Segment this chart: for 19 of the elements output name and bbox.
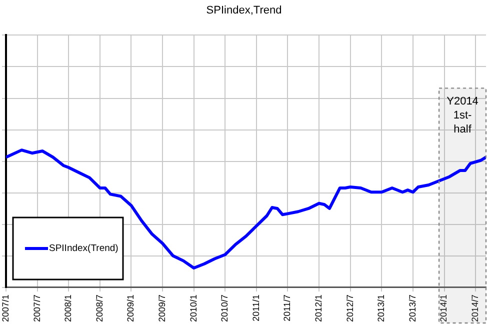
legend-label: SPIIndex(Trend) (49, 243, 118, 254)
x-tick-label: 2007/1 (0, 294, 10, 322)
x-tick-label: 2010/7 (220, 294, 230, 322)
x-tick-label: 2011/7 (282, 294, 292, 322)
x-tick-label: 2008/7 (94, 294, 104, 322)
band-label: Y2014 1st-half (446, 96, 478, 136)
x-tick-label: 2008/1 (63, 294, 74, 322)
x-tick-label: 2014/1 (438, 294, 449, 322)
x-tick-label: 2009/7 (157, 294, 168, 322)
chart-title: SPIindex,Trend (206, 4, 282, 17)
x-tick-label: 2007/7 (32, 294, 42, 322)
x-tick-label: 2009/1 (126, 294, 136, 322)
x-tick-label: 2012/7 (344, 294, 355, 322)
x-tick-label: 2013/7 (407, 294, 418, 322)
x-tick-label: 2012/1 (314, 294, 324, 322)
x-tick-label: 2014/7 (470, 294, 480, 322)
x-tick-label: 2010/1 (188, 294, 198, 322)
x-tick-label: 2013/1 (376, 294, 386, 322)
x-tick-label: 2011/1 (250, 294, 261, 322)
